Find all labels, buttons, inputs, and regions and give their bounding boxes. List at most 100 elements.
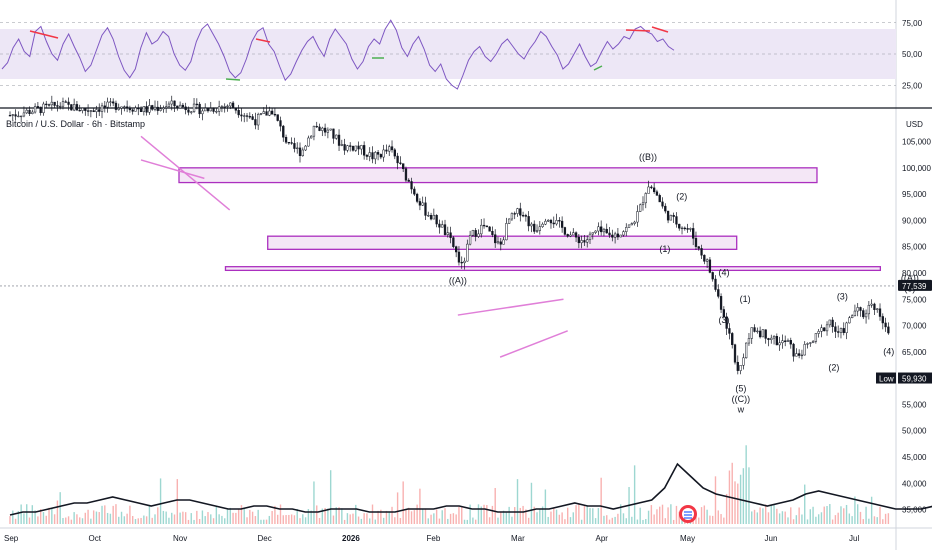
volume-bar xyxy=(731,462,733,524)
price-tick-label: 90,000 xyxy=(902,216,927,225)
volume-bar xyxy=(834,515,837,524)
candle-body xyxy=(652,187,656,193)
volume-bar xyxy=(79,517,81,524)
candle-body xyxy=(270,110,274,115)
candle-body xyxy=(837,331,840,333)
candle-body xyxy=(507,218,511,224)
volume-bar xyxy=(792,519,795,524)
volume-bar xyxy=(767,512,770,524)
volume-bar xyxy=(812,506,814,524)
wave-label: ((B)) xyxy=(639,152,657,162)
volume-bar xyxy=(567,507,569,524)
volume-bar xyxy=(759,507,761,524)
volume-bar xyxy=(667,507,669,524)
candle-body xyxy=(828,319,831,326)
candle-body xyxy=(84,107,87,111)
volume-bar xyxy=(162,510,165,524)
price-tick-label: 85,000 xyxy=(902,243,927,252)
candle-body xyxy=(192,103,196,113)
candle-body xyxy=(627,224,631,228)
price-axis[interactable]: 35,00040,00045,00050,00055,00060,00065,0… xyxy=(902,138,931,515)
volume-bar xyxy=(466,519,469,524)
volume-bar xyxy=(215,506,218,524)
volume-bar xyxy=(349,514,351,524)
candle-body xyxy=(25,109,28,114)
candle-body xyxy=(446,232,449,235)
candle-body xyxy=(117,107,120,110)
price-tick-label: 75,000 xyxy=(902,295,927,304)
candle-body xyxy=(789,340,792,345)
volume-bar xyxy=(299,518,301,524)
candle-body xyxy=(731,333,734,345)
volume-bar xyxy=(670,504,672,524)
candle-body xyxy=(563,227,567,235)
candle-body xyxy=(198,103,201,115)
volume-bar xyxy=(539,508,541,524)
candle-body xyxy=(282,125,285,138)
volume-bar xyxy=(837,512,839,524)
volume-bar xyxy=(251,511,254,524)
candle-body xyxy=(50,101,53,106)
volume-bar xyxy=(438,518,441,524)
candle-body xyxy=(368,152,371,157)
candle-body xyxy=(845,322,848,334)
candle-body xyxy=(658,195,661,203)
time-tick-label: May xyxy=(680,534,695,543)
candle-body xyxy=(427,215,430,217)
candle-body xyxy=(36,106,40,108)
volume-bar xyxy=(296,509,298,524)
volume-bar xyxy=(500,512,502,524)
volume-bar xyxy=(876,517,878,524)
volume-bar xyxy=(321,508,324,524)
candle-body xyxy=(753,327,756,332)
candle-body xyxy=(61,101,65,107)
candle-body xyxy=(204,107,207,112)
volume-bar xyxy=(388,511,390,524)
price-tick-label: 80,000 xyxy=(902,269,927,278)
rsi-divergence-line xyxy=(225,78,241,81)
event-icon[interactable] xyxy=(679,505,697,523)
candle-body xyxy=(586,239,589,243)
volume-bar xyxy=(561,512,563,524)
candle-body xyxy=(318,126,321,131)
candle-body xyxy=(351,146,355,151)
candle-body xyxy=(360,145,363,150)
volume-bar xyxy=(265,519,268,524)
volume-bar xyxy=(870,496,873,524)
candle-body xyxy=(206,107,210,112)
volume-bar xyxy=(547,516,549,524)
price-pane: ((B)) (2) (1) (4) ((A)) (1) (3) (5)((C))w (3) (2)… xyxy=(0,95,932,524)
volume-bar xyxy=(698,517,700,524)
candle-body xyxy=(694,238,698,247)
trend-line xyxy=(457,298,564,316)
candle-body xyxy=(321,127,324,131)
candle-body xyxy=(839,328,843,333)
rsi-divergence-line xyxy=(625,29,651,32)
volume-bar xyxy=(449,513,452,524)
volume-bar xyxy=(123,516,126,524)
volume-bar xyxy=(831,519,834,524)
volume-bar xyxy=(778,513,781,524)
candle-body xyxy=(482,224,486,227)
candle-body xyxy=(742,357,745,366)
candle-body xyxy=(259,113,263,115)
candle-body xyxy=(666,210,670,221)
candle-body xyxy=(756,330,759,333)
time-axis[interactable]: Sep Oct Nov Dec 2026 Feb Mar Apr May Jun Jul xyxy=(4,534,859,543)
volume-bar xyxy=(650,505,653,524)
candle-body xyxy=(661,201,664,207)
volume-bar xyxy=(394,517,396,524)
volume-bar xyxy=(84,512,86,524)
volume-bar xyxy=(168,517,170,524)
volume-bar xyxy=(39,509,42,524)
volume-bar xyxy=(374,519,376,524)
volume-bar xyxy=(578,504,580,524)
volume-bar xyxy=(502,510,505,524)
candle-body xyxy=(809,342,812,344)
volume-bar xyxy=(823,506,825,524)
candle-body xyxy=(128,107,132,111)
candle-body xyxy=(165,106,168,109)
volume-bar xyxy=(48,507,50,524)
volume-bar xyxy=(396,492,399,524)
volume-bar xyxy=(70,519,73,524)
